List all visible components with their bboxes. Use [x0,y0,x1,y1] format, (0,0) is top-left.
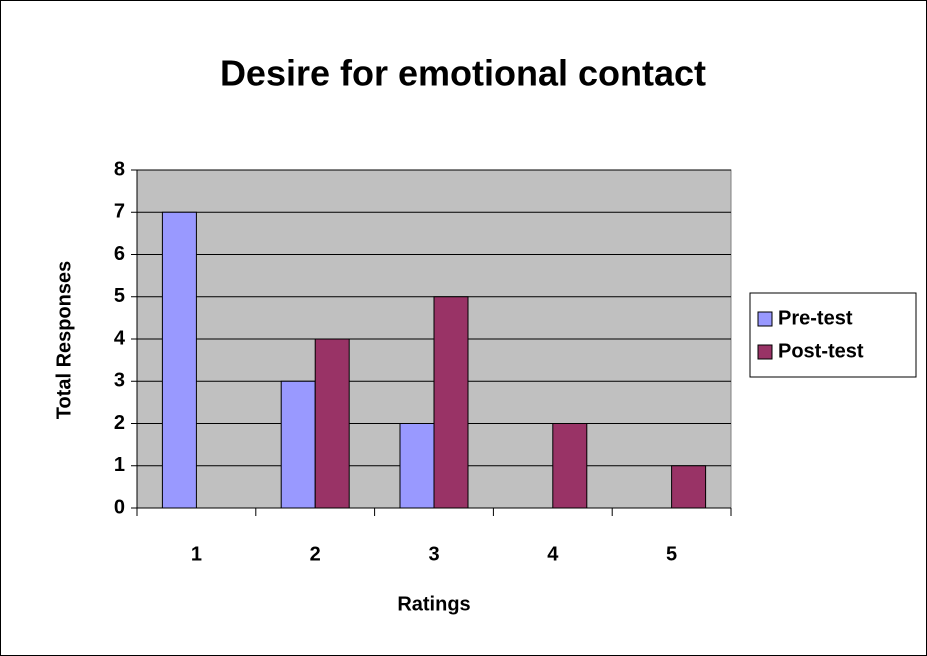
x-tick-label: 5 [666,543,677,565]
y-tick-label: 6 [114,243,125,265]
bar [433,296,469,509]
bar [552,423,588,509]
y-tick-label: 8 [114,158,125,180]
chart-title: Desire for emotional contact [220,53,706,94]
legend-swatch [757,311,773,327]
y-tick-label: 3 [114,370,125,392]
x-tick-label: 1 [191,543,202,565]
legend-label: Pre-test [778,307,853,329]
legend-box [749,292,917,378]
y-tick-label: 0 [114,496,125,518]
legend-swatch [757,344,773,360]
y-tick-label: 7 [114,201,125,223]
y-tick-label: 1 [114,454,125,476]
y-tick-label: 4 [114,327,126,349]
bar [671,465,707,509]
bar [161,211,197,509]
legend-label: Post-test [778,340,864,362]
bar [314,338,350,509]
y-tick-label: 5 [114,285,125,307]
y-tick-label: 2 [114,412,125,434]
x-tick-label: 3 [428,543,439,565]
bar [280,380,316,509]
x-tick-label: 2 [310,543,321,565]
bar [399,423,435,509]
x-axis-label: Ratings [397,593,470,615]
x-tick-label: 4 [547,543,559,565]
y-axis-label: Total Responses [53,261,75,420]
